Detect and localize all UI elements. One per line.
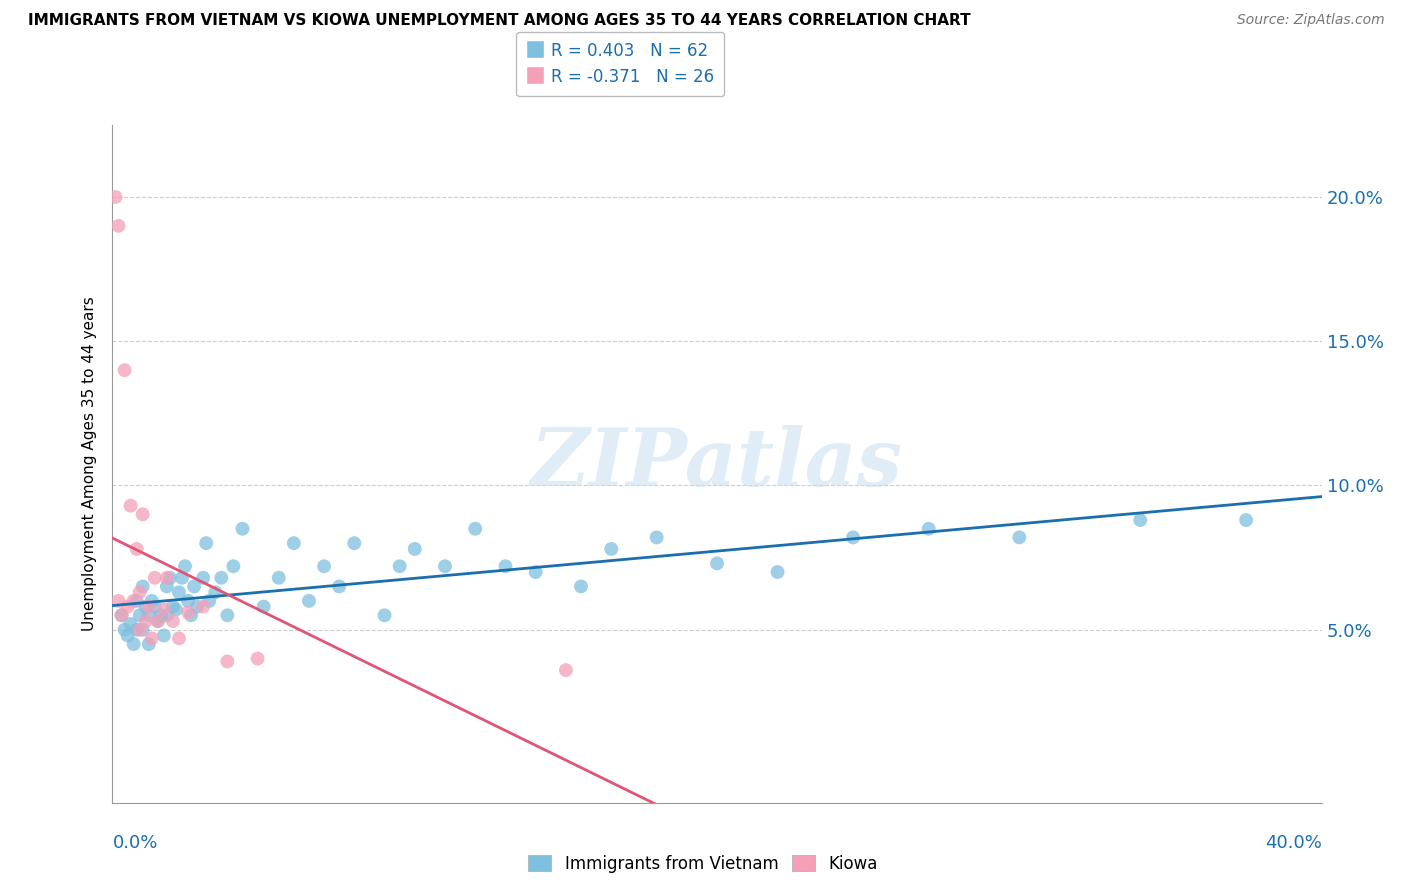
Text: 40.0%: 40.0% xyxy=(1265,834,1322,852)
Point xyxy=(388,559,411,574)
Point xyxy=(177,606,200,620)
Point xyxy=(246,651,269,665)
Point xyxy=(204,585,226,599)
Point xyxy=(645,530,668,544)
Point xyxy=(138,608,160,623)
Point xyxy=(165,602,187,616)
Point xyxy=(1234,513,1257,527)
Point xyxy=(143,571,166,585)
Text: ZIPatlas: ZIPatlas xyxy=(531,425,903,502)
Point xyxy=(120,616,142,631)
Point xyxy=(138,599,160,614)
Point xyxy=(167,632,190,646)
Legend: R = 0.403   N = 62, R = -0.371   N = 26: R = 0.403 N = 62, R = -0.371 N = 26 xyxy=(516,31,724,96)
Point xyxy=(156,579,179,593)
Point xyxy=(191,571,214,585)
Point xyxy=(404,541,426,556)
Point xyxy=(253,599,276,614)
Point xyxy=(107,219,129,233)
Point xyxy=(283,536,305,550)
Point xyxy=(117,628,139,642)
Point xyxy=(122,594,145,608)
Point xyxy=(170,571,193,585)
Point xyxy=(217,608,239,623)
Point xyxy=(524,565,547,579)
Point xyxy=(222,559,245,574)
Point xyxy=(600,541,623,556)
Point xyxy=(314,559,336,574)
Point xyxy=(343,536,366,550)
Point xyxy=(209,571,232,585)
Point xyxy=(231,522,253,536)
Point xyxy=(143,599,166,614)
Point xyxy=(1129,513,1152,527)
Point xyxy=(569,579,592,593)
Point xyxy=(374,608,396,623)
Point xyxy=(114,363,136,377)
Point xyxy=(706,557,728,571)
Point xyxy=(135,614,157,628)
Point xyxy=(177,594,200,608)
Text: 0.0%: 0.0% xyxy=(112,834,157,852)
Point xyxy=(128,608,150,623)
Point xyxy=(149,608,172,623)
Legend: Immigrants from Vietnam, Kiowa: Immigrants from Vietnam, Kiowa xyxy=(522,848,884,880)
Point xyxy=(167,585,190,599)
Point xyxy=(120,499,142,513)
Point xyxy=(162,599,184,614)
Point xyxy=(146,614,169,628)
Point xyxy=(180,608,202,623)
Point xyxy=(433,559,456,574)
Point xyxy=(110,608,132,623)
Point xyxy=(138,637,160,651)
Point xyxy=(110,608,132,623)
Point xyxy=(153,602,176,616)
Point xyxy=(766,565,789,579)
Point xyxy=(183,579,205,593)
Point xyxy=(156,608,179,623)
Point xyxy=(128,623,150,637)
Point xyxy=(122,637,145,651)
Point xyxy=(328,579,350,593)
Point xyxy=(191,599,214,614)
Point xyxy=(162,614,184,628)
Point xyxy=(132,579,155,593)
Point xyxy=(159,571,181,585)
Point xyxy=(128,585,150,599)
Point xyxy=(198,594,221,608)
Text: IMMIGRANTS FROM VIETNAM VS KIOWA UNEMPLOYMENT AMONG AGES 35 TO 44 YEARS CORRELAT: IMMIGRANTS FROM VIETNAM VS KIOWA UNEMPLO… xyxy=(28,13,970,29)
Point xyxy=(141,632,163,646)
Point xyxy=(146,614,169,628)
Point xyxy=(153,628,176,642)
Point xyxy=(125,541,148,556)
Point xyxy=(141,594,163,608)
Point xyxy=(554,663,576,677)
Point xyxy=(495,559,517,574)
Point xyxy=(104,190,127,204)
Point xyxy=(125,623,148,637)
Point xyxy=(195,536,218,550)
Point xyxy=(117,599,139,614)
Point xyxy=(135,599,157,614)
Point xyxy=(156,571,179,585)
Point xyxy=(186,599,208,614)
Point xyxy=(114,623,136,637)
Point xyxy=(842,530,865,544)
Text: Source: ZipAtlas.com: Source: ZipAtlas.com xyxy=(1237,13,1385,28)
Point xyxy=(107,594,129,608)
Point xyxy=(132,508,155,522)
Point xyxy=(464,522,486,536)
Y-axis label: Unemployment Among Ages 35 to 44 years: Unemployment Among Ages 35 to 44 years xyxy=(82,296,97,632)
Point xyxy=(125,594,148,608)
Point xyxy=(132,623,155,637)
Point xyxy=(217,655,239,669)
Point xyxy=(267,571,290,585)
Point xyxy=(918,522,941,536)
Point xyxy=(174,559,197,574)
Point xyxy=(298,594,321,608)
Point xyxy=(1008,530,1031,544)
